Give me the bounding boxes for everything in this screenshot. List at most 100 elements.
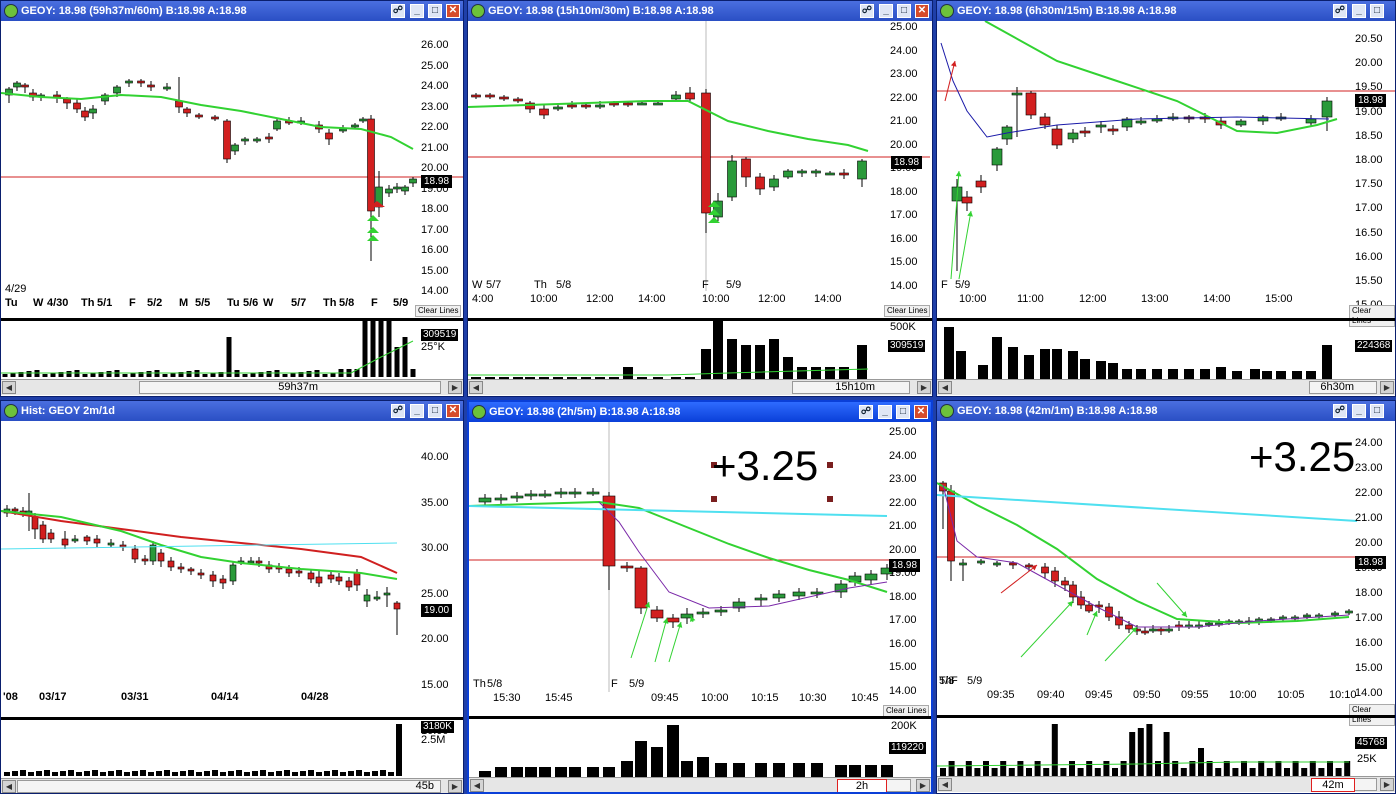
scroll-thumb[interactable] bbox=[1309, 381, 1377, 394]
pin-icon[interactable]: ☍ bbox=[859, 405, 873, 419]
window-titlebar[interactable]: GEOY: 18.98 (2h/5m) B:18.98 A:18.98 ☍ _ … bbox=[469, 402, 931, 422]
price-plot[interactable] bbox=[1, 21, 463, 319]
maximize-button[interactable]: □ bbox=[1370, 4, 1384, 18]
volume-bar bbox=[1318, 768, 1325, 776]
volume-bar bbox=[340, 772, 346, 776]
clear-lines-button[interactable]: Clear Lines bbox=[884, 305, 931, 317]
chart-window-5m[interactable]: GEOY: 18.98 (2h/5m) B:18.98 A:18.98 ☍ _ … bbox=[467, 400, 933, 794]
pin-icon[interactable]: ☍ bbox=[391, 404, 405, 418]
volume-bar bbox=[148, 772, 154, 776]
volume-bar bbox=[218, 372, 224, 377]
volume-bar bbox=[330, 373, 336, 377]
y-tick-label: 15.50 bbox=[1355, 275, 1383, 287]
maximize-button[interactable]: □ bbox=[428, 404, 442, 418]
volume-bar bbox=[122, 374, 128, 377]
time-scrollbar[interactable]: ◀ 42m ▶ bbox=[937, 776, 1395, 792]
chart-window-60m[interactable]: GEOY: 18.98 (59h37m/60m) B:18.98 A:18.98… bbox=[0, 0, 464, 397]
candle-body bbox=[1079, 130, 1091, 134]
x-tick-label: Tu bbox=[5, 297, 18, 309]
volume-bar bbox=[410, 369, 416, 377]
time-scrollbar[interactable]: ◀ 59h37m ▶ bbox=[1, 379, 463, 395]
price-plot[interactable] bbox=[468, 21, 932, 319]
scroll-thumb[interactable] bbox=[17, 780, 441, 793]
scroll-left-button[interactable]: ◀ bbox=[938, 778, 952, 791]
x-tick-label: 5/1 bbox=[97, 297, 113, 309]
minimize-button[interactable]: _ bbox=[879, 4, 893, 18]
window-titlebar[interactable]: Hist: GEOY 2m/1d ☍ _ □ ✕ bbox=[1, 401, 463, 421]
close-button[interactable]: ✕ bbox=[914, 405, 928, 419]
window-titlebar[interactable]: GEOY: 18.98 (15h10m/30m) B:18.98 A:18.98… bbox=[468, 1, 932, 21]
scroll-left-button[interactable]: ◀ bbox=[938, 381, 952, 394]
time-scrollbar[interactable]: ◀ 6h30m ▶ bbox=[937, 379, 1395, 395]
chart-window-daily[interactable]: Hist: GEOY 2m/1d ☍ _ □ ✕ 40.00 35.00 30.00… bbox=[0, 400, 464, 794]
pin-icon[interactable]: ☍ bbox=[860, 4, 874, 18]
time-scrollbar[interactable]: ◀ 2h ▶ bbox=[469, 777, 931, 792]
close-button[interactable]: ✕ bbox=[446, 404, 460, 418]
volume-bar bbox=[1077, 768, 1084, 776]
scroll-thumb[interactable] bbox=[139, 381, 441, 394]
window-titlebar[interactable]: GEOY: 18.98 (59h37m/60m) B:18.98 A:18.98… bbox=[1, 1, 463, 21]
maximize-button[interactable]: □ bbox=[428, 4, 442, 18]
chart-window-30m[interactable]: GEOY: 18.98 (15h10m/30m) B:18.98 A:18.98… bbox=[467, 0, 933, 397]
candle-body bbox=[101, 94, 109, 102]
minimize-button[interactable]: _ bbox=[1352, 4, 1366, 18]
candle-body bbox=[977, 560, 985, 564]
candle-body bbox=[811, 170, 821, 174]
scroll-thumb[interactable] bbox=[792, 381, 910, 394]
volume-bar bbox=[1335, 768, 1342, 776]
price-plot[interactable] bbox=[469, 422, 931, 716]
clear-lines-button[interactable]: Clear Lines bbox=[415, 305, 462, 317]
x-time-label: 10:00 bbox=[530, 293, 558, 305]
volume-bar bbox=[386, 321, 392, 377]
price-change-label[interactable]: +3.25 bbox=[1249, 433, 1356, 480]
candle-body bbox=[524, 493, 538, 497]
window-titlebar[interactable]: GEOY: 18.98 (42m/1m) B:18.98 A:18.98 ☍ _… bbox=[937, 401, 1395, 421]
minimize-button[interactable]: _ bbox=[878, 405, 892, 419]
maximize-button[interactable]: □ bbox=[897, 4, 911, 18]
candle-body bbox=[401, 186, 409, 192]
volume-average-line bbox=[468, 368, 869, 376]
pin-icon[interactable]: ☍ bbox=[1333, 404, 1347, 418]
pane-separator bbox=[1, 717, 463, 720]
scroll-left-button[interactable]: ◀ bbox=[2, 780, 16, 793]
scroll-right-button[interactable]: ▶ bbox=[1380, 381, 1394, 394]
chart-window-1m[interactable]: GEOY: 18.98 (42m/1m) B:18.98 A:18.98 ☍ _… bbox=[936, 400, 1396, 794]
volume-bar bbox=[98, 372, 104, 377]
maximize-button[interactable]: □ bbox=[1370, 404, 1384, 418]
candle-body bbox=[741, 158, 751, 178]
pin-icon[interactable]: ☍ bbox=[391, 4, 405, 18]
candle-body bbox=[1115, 616, 1123, 626]
scroll-right-button[interactable]: ▶ bbox=[916, 779, 930, 792]
annotation-arrowhead bbox=[662, 618, 669, 624]
scroll-left-button[interactable]: ◀ bbox=[470, 779, 484, 792]
close-button[interactable]: ✕ bbox=[915, 4, 929, 18]
minimize-button[interactable]: _ bbox=[410, 404, 424, 418]
scroll-left-button[interactable]: ◀ bbox=[469, 381, 483, 394]
candle-body bbox=[241, 138, 249, 142]
volume-bar bbox=[1250, 369, 1260, 379]
price-change-label[interactable]: +3.25 bbox=[712, 442, 819, 489]
scroll-right-button[interactable]: ▶ bbox=[448, 780, 462, 793]
scroll-right-button[interactable]: ▶ bbox=[448, 381, 462, 394]
app-logo-icon bbox=[4, 4, 18, 18]
time-scrollbar[interactable]: ◀ 45b ▶ bbox=[1, 778, 463, 793]
candle-body bbox=[494, 497, 508, 501]
window-titlebar[interactable]: GEOY: 18.98 (6h30m/15m) B:18.98 A:18.98 … bbox=[937, 1, 1395, 21]
chart-window-15m[interactable]: GEOY: 18.98 (6h30m/15m) B:18.98 A:18.98 … bbox=[936, 0, 1396, 397]
y-tick-label: 22.00 bbox=[890, 91, 918, 104]
candle-body bbox=[393, 186, 401, 190]
minimize-button[interactable]: _ bbox=[1352, 404, 1366, 418]
price-plot[interactable] bbox=[937, 421, 1395, 715]
maximize-button[interactable]: □ bbox=[896, 405, 910, 419]
time-scrollbar[interactable]: ◀ 15h10m ▶ bbox=[468, 379, 932, 395]
price-plot[interactable] bbox=[1, 421, 463, 717]
close-button[interactable]: ✕ bbox=[446, 4, 460, 18]
y-tick-label: 25.00 bbox=[890, 21, 918, 33]
x-tick-label: Th bbox=[473, 678, 486, 690]
pin-icon[interactable]: ☍ bbox=[1333, 4, 1347, 18]
scroll-right-button[interactable]: ▶ bbox=[917, 381, 931, 394]
price-plot[interactable] bbox=[937, 21, 1395, 319]
scroll-left-button[interactable]: ◀ bbox=[2, 381, 16, 394]
scroll-right-button[interactable]: ▶ bbox=[1380, 778, 1394, 791]
minimize-button[interactable]: _ bbox=[410, 4, 424, 18]
